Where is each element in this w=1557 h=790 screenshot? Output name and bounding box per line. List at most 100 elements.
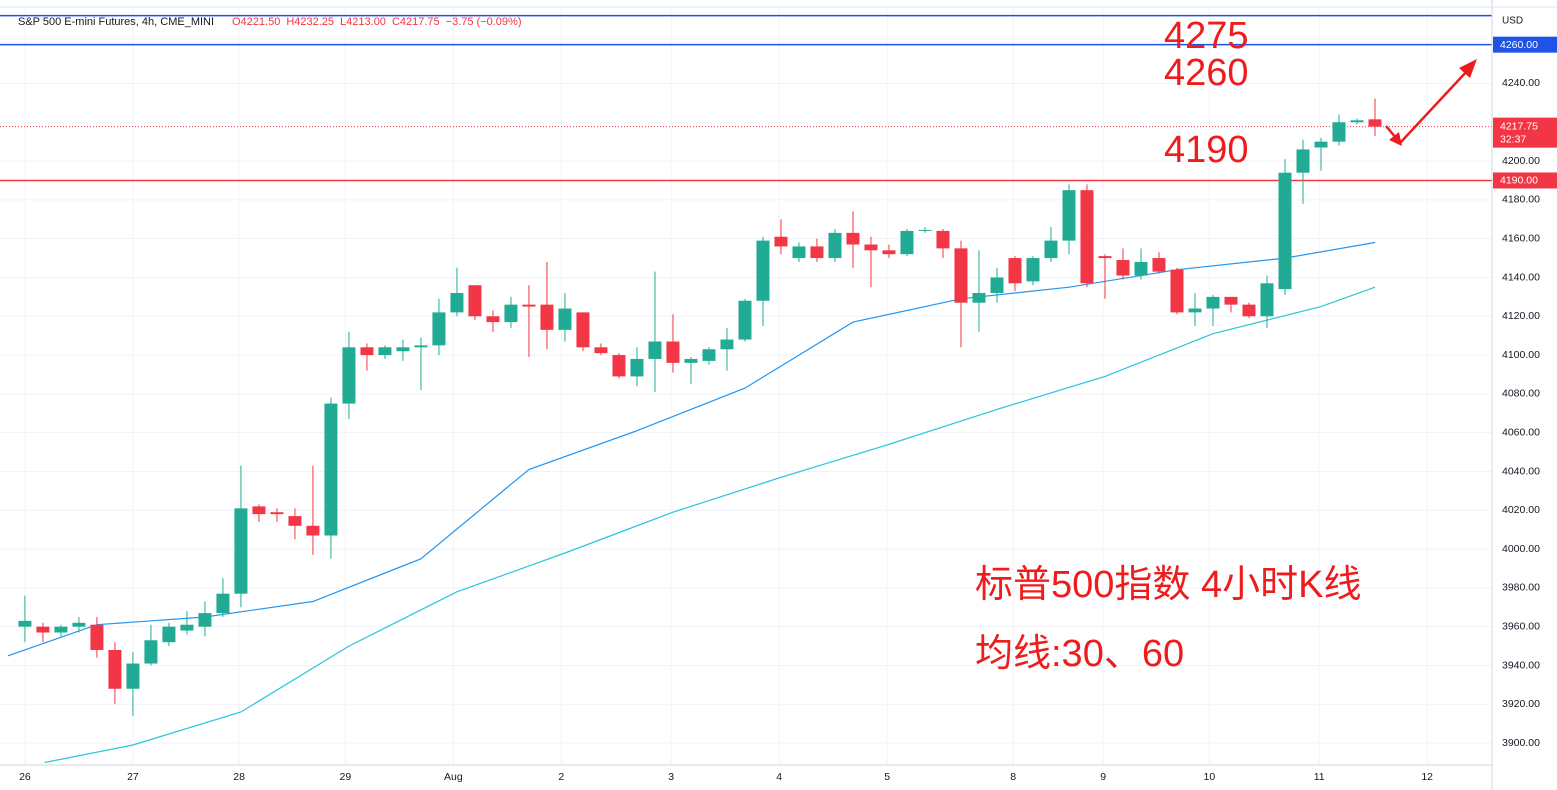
note: 标普500指数 4小时K线 [975, 564, 1361, 606]
x-tick-label: 3 [668, 771, 674, 783]
x-tick-label: 2 [558, 771, 564, 783]
y-tick-label: 3960.00 [1502, 620, 1540, 632]
candle-body [414, 345, 428, 348]
x-tick-label: 9 [1100, 771, 1106, 783]
candle-body [1260, 283, 1274, 317]
price-label: 4190.00 [1500, 175, 1538, 187]
y-tick-label: 4140.00 [1502, 271, 1540, 283]
candle-body [738, 300, 752, 340]
candle-body [1044, 240, 1058, 259]
candle-body [126, 663, 140, 689]
candle-body [1224, 296, 1238, 305]
y-tick-label: 3980.00 [1502, 582, 1540, 594]
candle-body [180, 624, 194, 631]
plot [0, 14, 1492, 764]
candle-body [288, 516, 302, 526]
candle-body [756, 240, 770, 301]
candle-body [540, 304, 554, 330]
candle-body [630, 358, 644, 377]
candle-body [1188, 308, 1202, 313]
ohlc-value: −3.75 (−0.09%) [446, 16, 522, 28]
candle-body [162, 626, 176, 643]
x-tick-label: 10 [1204, 771, 1216, 783]
candle-body [1170, 269, 1184, 313]
last-price-label: 4217.75 [1500, 120, 1538, 132]
candle-body [900, 230, 914, 255]
candle-body [1134, 261, 1148, 276]
y-tick-label: 4240.00 [1502, 77, 1540, 89]
candle-body [18, 620, 32, 627]
y-tick-label: 4080.00 [1502, 388, 1540, 400]
candle-body [1314, 141, 1328, 148]
y-tick-label: 4200.00 [1502, 155, 1540, 167]
candle-body [342, 347, 356, 404]
candle-body [522, 304, 536, 307]
candle-body [666, 341, 680, 363]
candle-body [1098, 256, 1112, 259]
candle-body [576, 312, 590, 348]
candle-body [198, 613, 212, 627]
candle-body [594, 347, 608, 354]
price-label-box [1493, 172, 1557, 189]
candle-body [918, 229, 932, 231]
candle-body [792, 246, 806, 259]
y-tick-label: 4160.00 [1502, 232, 1540, 244]
candle-body [810, 246, 824, 259]
currency: USD [1502, 16, 1523, 27]
candle-body [1206, 296, 1220, 309]
candle-body [828, 232, 842, 259]
ohlc-value: C4217.75 [392, 16, 440, 28]
candle-body [1278, 172, 1292, 290]
chart-title: S&P 500 E-mini Futures, 4h, CME_MINI [18, 16, 214, 28]
x-tick-label: 28 [233, 771, 245, 783]
candle-body [360, 347, 374, 356]
candle-body [846, 232, 860, 245]
y-tick-label: 3940.00 [1502, 659, 1540, 671]
y-tick-label: 4120.00 [1502, 310, 1540, 322]
x-tick-label: 26 [19, 771, 31, 783]
y-tick-label: 4020.00 [1502, 504, 1540, 516]
candle-body [1350, 120, 1364, 123]
y-tick-label: 4060.00 [1502, 426, 1540, 438]
candle-body [144, 640, 158, 664]
candle-body [324, 403, 338, 536]
candle-body [396, 347, 410, 352]
candle-body [1152, 258, 1166, 272]
moving-average [44, 286, 1376, 764]
last-price-box [1493, 117, 1557, 148]
candle-body [612, 355, 626, 377]
candle-body [1062, 190, 1076, 241]
candle-body [936, 230, 950, 249]
arrow-up [1399, 69, 1469, 144]
arrow-head [1459, 59, 1477, 78]
candle-body [234, 508, 248, 594]
annotation: 4260 [1164, 52, 1249, 94]
candle-body [252, 506, 266, 515]
x-tick-label: 8 [1010, 771, 1016, 783]
y-tick-label: 4100.00 [1502, 349, 1540, 361]
candle-body [558, 308, 572, 330]
candle-body [36, 626, 50, 633]
price-label: 4260.00 [1500, 39, 1538, 51]
candle-body [216, 593, 230, 614]
y-tick-label: 3900.00 [1502, 737, 1540, 749]
x-tick-label: 5 [884, 771, 890, 783]
x-tick-label: 11 [1314, 771, 1325, 783]
candle-body [270, 512, 284, 515]
candle-body [1242, 304, 1256, 317]
candle-body [1296, 149, 1310, 173]
y-tick-label: 3920.00 [1502, 698, 1540, 710]
candle-body [486, 316, 500, 323]
candle-body [72, 622, 86, 627]
candle-body [378, 347, 392, 356]
ohlc-value: L4213.00 [340, 16, 386, 28]
price-label-box [1493, 36, 1557, 53]
candle-body [882, 250, 896, 255]
candle-body [720, 339, 734, 350]
candle-body [864, 244, 878, 251]
x-tick-label: Aug [444, 771, 463, 783]
x-tick-label: 4 [776, 771, 782, 783]
y-tick-label: 4040.00 [1502, 465, 1540, 477]
